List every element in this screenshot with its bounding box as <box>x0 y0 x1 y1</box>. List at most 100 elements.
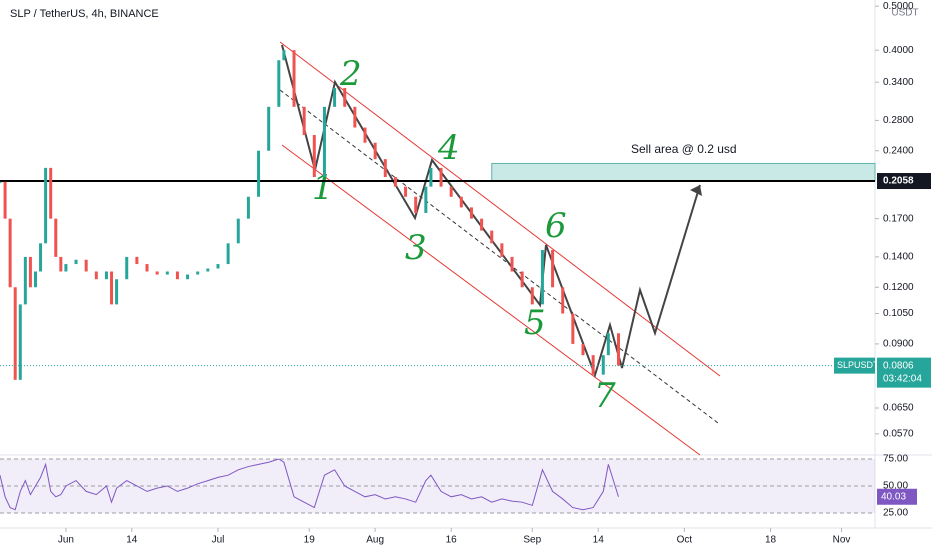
candle <box>0 181 2 183</box>
candle <box>59 256 63 272</box>
rsi-value: 40.03 <box>881 491 906 502</box>
wave-label: 6 <box>545 206 567 246</box>
wave-label: 2 <box>339 54 362 94</box>
rsi-line <box>0 458 619 511</box>
candle <box>246 196 250 219</box>
candle <box>145 264 149 272</box>
candle <box>267 106 271 151</box>
y-tick-label: 0.1400 <box>883 252 914 263</box>
wave-label: 7 <box>594 376 616 416</box>
candle <box>540 249 544 305</box>
candle <box>64 264 68 272</box>
y-tick-label: 0.1200 <box>883 282 914 293</box>
candle <box>302 106 306 135</box>
candle <box>616 333 620 366</box>
channel-top <box>279 41 721 377</box>
candle <box>292 50 296 107</box>
symbol-tag <box>834 357 875 374</box>
candle <box>404 186 408 197</box>
candle <box>510 256 514 272</box>
candle <box>414 196 418 213</box>
candle <box>606 333 610 356</box>
candle <box>551 249 555 288</box>
channel-mid <box>279 89 719 424</box>
rsi-tick-label: 25.00 <box>883 508 908 519</box>
y-tick-label: 0.0650 <box>883 403 914 414</box>
candle <box>257 150 261 197</box>
rsi-tick-label: 75.00 <box>883 454 908 465</box>
x-tick-label: Jul <box>212 535 225 546</box>
candle <box>333 88 337 107</box>
candle <box>135 256 139 265</box>
y-tick-label: 0.4000 <box>883 45 914 56</box>
wave-label: 3 <box>405 228 427 268</box>
candle <box>94 271 98 280</box>
candle <box>3 181 7 219</box>
sell-zone <box>491 162 876 182</box>
price-tag <box>877 357 931 388</box>
currency: USDT <box>891 8 918 19</box>
hline-tag <box>877 173 931 190</box>
candle <box>500 243 504 257</box>
countdown: 03:42:04 <box>883 373 922 384</box>
x-tick-label: 14 <box>126 535 138 546</box>
candle <box>480 218 484 231</box>
candle <box>449 186 453 197</box>
candle <box>125 256 129 280</box>
x-tick-label: Jun <box>58 535 74 546</box>
candle <box>469 207 473 219</box>
candle <box>206 268 210 272</box>
candle <box>49 167 53 219</box>
candle <box>601 355 605 375</box>
x-tick-label: Nov <box>833 535 851 546</box>
candle <box>115 279 119 305</box>
x-tick-label: Sep <box>523 535 541 546</box>
candle <box>236 218 240 244</box>
zone-label: Sell area @ 0.2 usd <box>631 142 737 156</box>
chart-title: SLP / TetherUS, 4h, BINANCE <box>10 8 159 20</box>
candle <box>44 167 48 244</box>
y-tick-label: 0.0900 <box>883 339 914 350</box>
candle <box>393 177 397 187</box>
x-tick-label: 19 <box>304 535 316 546</box>
candle <box>282 50 286 61</box>
candle <box>23 256 27 305</box>
candle <box>39 243 43 272</box>
candle <box>439 167 443 187</box>
candle <box>353 106 357 128</box>
candle <box>571 313 575 344</box>
y-tick-label: 0.1700 <box>883 213 914 224</box>
candle <box>54 218 58 257</box>
wave-label: 1 <box>312 168 334 208</box>
rsi-tag <box>877 488 917 505</box>
y-tick-label: 0.1050 <box>883 308 914 319</box>
candle <box>104 271 108 280</box>
y-tick-label: 0.5000 <box>883 1 914 12</box>
y-tick-label: 0.2400 <box>883 145 914 156</box>
y-tick-label: 0.3400 <box>883 77 914 88</box>
candle <box>28 256 32 288</box>
x-tick-label: Aug <box>366 535 384 546</box>
candle <box>33 271 37 288</box>
candle <box>363 127 367 143</box>
wave-path <box>281 44 701 379</box>
x-tick-label: Oct <box>677 535 693 546</box>
candle <box>490 230 494 244</box>
candle <box>74 259 78 265</box>
price-label: 0.0806 <box>883 360 914 371</box>
candle <box>175 271 179 280</box>
candle <box>226 243 230 265</box>
candle <box>322 106 326 178</box>
candle <box>312 134 316 178</box>
candle <box>429 167 433 187</box>
candle <box>561 287 565 314</box>
candle <box>459 196 463 208</box>
candle <box>196 271 200 275</box>
candle <box>216 264 220 269</box>
candle <box>186 274 190 280</box>
candle <box>373 142 377 160</box>
candle <box>591 355 595 375</box>
rsi-tick-label: 50.00 <box>883 481 908 492</box>
